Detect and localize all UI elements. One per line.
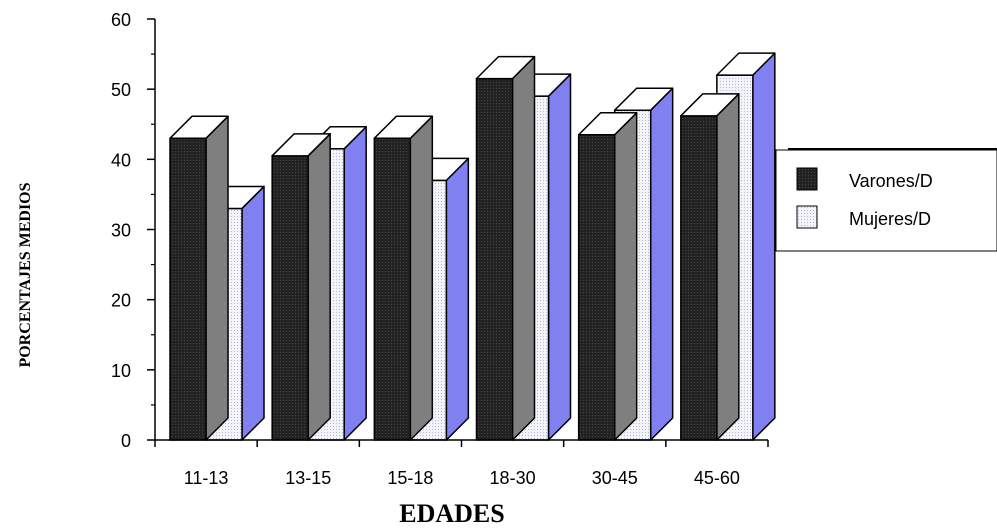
bar-varones-30-45 [577, 112, 638, 441]
y-tick-label: 60 [111, 10, 131, 30]
x-tick-label: 13-15 [285, 468, 331, 488]
bar-side [613, 112, 638, 441]
bar-top [613, 87, 674, 111]
x-tick-label: 15-18 [387, 468, 433, 488]
bar-front [169, 137, 207, 441]
bar-front [271, 155, 309, 441]
bar-top [271, 133, 331, 157]
bar-top [475, 55, 536, 80]
bar-side [241, 185, 265, 441]
bar-front [680, 115, 718, 441]
legend-swatch-varones [796, 167, 818, 191]
y-tick-label: 20 [111, 291, 131, 311]
bar-top [577, 112, 638, 136]
x-axis-title: EDADES [399, 499, 504, 528]
y-tick-label: 40 [111, 150, 131, 170]
bar-varones-45-60 [680, 93, 740, 441]
bar-side [409, 115, 434, 441]
bar-side [547, 73, 572, 441]
y-tick-label: 10 [111, 361, 131, 381]
bar-front [577, 134, 616, 441]
bar-side [752, 52, 776, 441]
bar-top [169, 115, 229, 140]
bar-top [716, 52, 776, 76]
bars-group [169, 52, 776, 441]
bar-varones-11-13 [169, 115, 229, 441]
bar-varones-18-30 [475, 55, 536, 441]
bar-top [373, 115, 434, 140]
bar-side [307, 133, 331, 441]
x-tick-label: 45-60 [694, 468, 740, 488]
bar-front [475, 77, 514, 441]
bar-side [343, 126, 367, 441]
legend-swatch-mujeres [796, 205, 818, 229]
x-tick-label: 30-45 [592, 468, 638, 488]
x-tick-label: 18-30 [490, 468, 536, 488]
x-axis: 11-13 13-15 15-18 18-30 30-45 45-60 [154, 439, 769, 488]
y-axis-title: PORCENTAJES MEDIOS [17, 182, 34, 367]
legend-box [775, 149, 997, 252]
bar-front [373, 137, 412, 441]
legend: Varones/D Mujeres/D [775, 148, 997, 252]
y-axis: 0 10 20 30 40 50 60 [111, 10, 156, 451]
bar-top [680, 93, 740, 117]
bar-side [716, 93, 740, 441]
bar-side [649, 87, 674, 441]
bar-side [511, 55, 536, 441]
bar-varones-13-15 [271, 133, 331, 441]
y-tick-label: 30 [111, 221, 131, 241]
bar-varones-15-18 [373, 115, 434, 441]
y-tick-label: 50 [111, 80, 131, 100]
bar-side [205, 115, 229, 441]
legend-label-varones: Varones/D [849, 171, 933, 191]
y-tick-label: 0 [121, 431, 131, 451]
bar-side [445, 157, 470, 441]
x-tick-label: 11-13 [184, 468, 229, 488]
legend-label-mujeres: Mujeres/D [849, 209, 931, 229]
